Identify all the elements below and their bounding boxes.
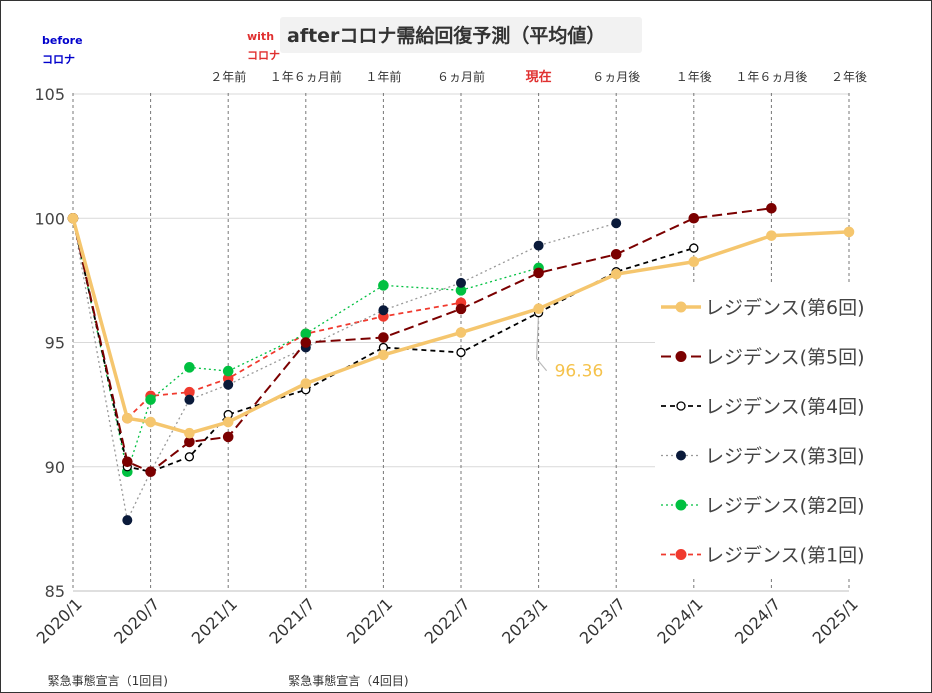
legend-swatch-marker — [676, 450, 686, 461]
period-label: 現在 — [526, 69, 552, 85]
series-point — [145, 416, 156, 428]
series-point — [610, 248, 622, 260]
y-tick-label: 105 — [34, 85, 65, 104]
series-point — [300, 378, 312, 389]
series-point — [222, 416, 234, 428]
chart-title: afterコロナ需給回復予測（平均値） — [287, 25, 606, 47]
series-point — [688, 212, 700, 224]
series-point — [222, 365, 234, 377]
annotation-leader — [535, 312, 548, 372]
legend-entry: レジデンス(第1回) — [705, 545, 865, 567]
series-point — [122, 412, 133, 424]
title-box — [280, 17, 642, 53]
series-point — [689, 243, 699, 253]
x-tick-label: 2021/1 — [188, 594, 241, 647]
series-point — [766, 230, 777, 241]
series-point — [378, 349, 389, 361]
series-point — [145, 466, 156, 478]
legend-swatch-marker — [676, 401, 686, 411]
x-tick-label: 2024/7 — [731, 594, 784, 647]
series-point — [610, 268, 622, 280]
series-point — [533, 303, 544, 315]
legend-entry: レジデンス(第4回) — [705, 396, 865, 418]
period-label: ２年前 — [210, 69, 246, 84]
series-line — [72, 218, 462, 420]
period-label: ２年後 — [831, 70, 867, 84]
legend-swatch-marker — [675, 351, 687, 362]
legend-entry: レジデンス(第6回) — [705, 297, 865, 319]
with-corona-label: コロナ — [247, 49, 280, 62]
series-point — [184, 427, 195, 439]
series-point — [184, 452, 195, 462]
y-tick-label: 95 — [45, 334, 65, 353]
period-label: １年６ヵ月後 — [735, 70, 807, 84]
x-tick-label: 2020/7 — [110, 594, 163, 647]
x-tick-label: 2025/1 — [809, 594, 862, 647]
x-tick-label: 2020/1 — [33, 594, 86, 647]
series-point — [378, 332, 389, 343]
footnote: 緊急事態宣言（4回目) — [288, 673, 408, 688]
y-tick-label: 100 — [34, 209, 65, 228]
with-label: with — [247, 30, 275, 43]
legend-swatch-marker — [675, 301, 687, 313]
series-point — [300, 337, 312, 348]
series-point — [456, 277, 466, 288]
period-label: １年６ヵ月前 — [270, 69, 342, 84]
series-point — [455, 327, 467, 338]
period-label: １年前 — [365, 69, 401, 84]
legend-entry: レジデンス(第2回) — [705, 495, 865, 517]
legend-entry: レジデンス(第5回) — [705, 347, 865, 369]
x-tick-label: 2022/1 — [343, 594, 396, 647]
x-tick-label: 2021/7 — [265, 594, 318, 647]
series-point — [222, 431, 234, 443]
series-point — [184, 436, 195, 448]
period-label: １年後 — [676, 70, 712, 84]
x-tick-label: 2023/7 — [576, 594, 629, 647]
footnote: 緊急事態宣言（1回目) — [48, 673, 168, 688]
x-tick-label: 2023/1 — [498, 594, 551, 647]
series-point — [688, 256, 700, 268]
series-point — [145, 394, 156, 405]
series-point — [533, 240, 544, 251]
series-point — [766, 203, 777, 214]
series-point — [122, 456, 133, 468]
series-point — [456, 347, 466, 358]
series-point — [378, 305, 389, 316]
annotation-label: 96.36 — [555, 362, 604, 382]
legend-box — [655, 283, 881, 579]
before-corona-label: コロナ — [42, 53, 75, 66]
y-tick-label: 90 — [45, 458, 65, 477]
x-tick-label: 2022/7 — [421, 594, 474, 647]
before-label: before — [42, 34, 83, 47]
x-tick-label: 2024/1 — [653, 594, 706, 647]
series-point — [122, 515, 133, 526]
series-point — [378, 280, 389, 291]
series-point — [455, 303, 467, 315]
series-point — [611, 218, 622, 229]
legend-swatch-marker — [675, 549, 687, 560]
legend-swatch-marker — [675, 499, 687, 511]
series-point — [300, 328, 312, 340]
period-label: ６ヵ月後 — [592, 70, 640, 84]
series-point — [843, 226, 855, 238]
series-point — [67, 212, 79, 224]
series-line — [72, 218, 617, 521]
series-point — [184, 362, 195, 373]
legend-entry: レジデンス(第3回) — [705, 446, 865, 468]
series-point — [184, 394, 195, 405]
series-point — [223, 379, 234, 390]
period-label: ６ヵ月前 — [437, 69, 485, 84]
series-point — [533, 267, 544, 279]
y-tick-label: 85 — [45, 582, 65, 601]
